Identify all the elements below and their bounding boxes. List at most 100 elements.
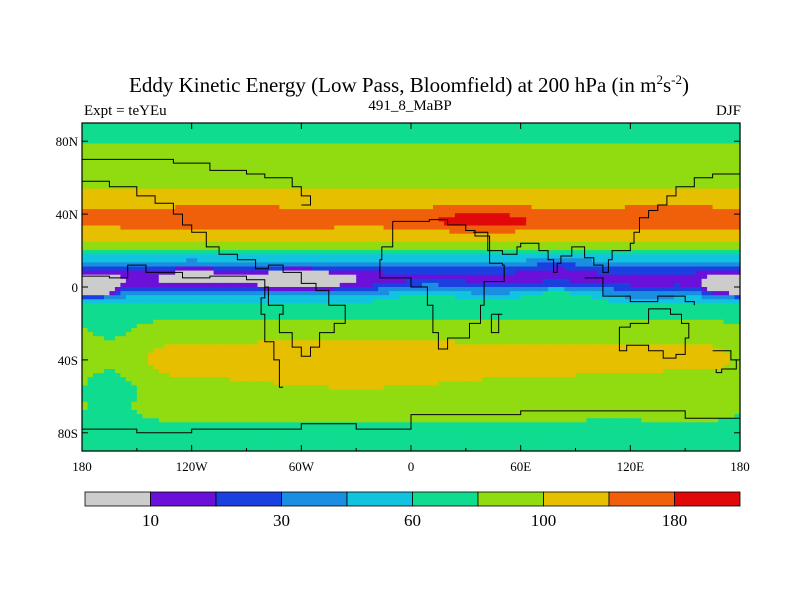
field-cell bbox=[635, 221, 642, 227]
field-cell bbox=[712, 254, 719, 259]
field-cell bbox=[268, 221, 275, 227]
field-cell bbox=[378, 217, 385, 222]
field-cell bbox=[526, 139, 533, 145]
field-cell bbox=[619, 127, 626, 132]
field-cell bbox=[290, 291, 297, 296]
field-cell bbox=[120, 282, 127, 288]
field-cell bbox=[136, 200, 143, 206]
field-cell bbox=[92, 131, 100, 136]
field-cell bbox=[635, 205, 642, 210]
field-cell bbox=[356, 184, 363, 190]
field-cell bbox=[652, 164, 659, 169]
field-cell bbox=[372, 241, 379, 247]
field-cell bbox=[504, 131, 511, 136]
field-cell bbox=[191, 159, 198, 165]
field-cell bbox=[98, 176, 105, 181]
field-cell bbox=[273, 237, 280, 243]
field-cell bbox=[630, 123, 637, 128]
field-cell bbox=[701, 241, 708, 247]
field-cell bbox=[597, 237, 604, 243]
field-cell bbox=[482, 143, 489, 149]
field-cell bbox=[438, 176, 445, 181]
field-cell bbox=[471, 172, 478, 177]
field-cell bbox=[696, 143, 703, 149]
field-cell bbox=[427, 147, 434, 153]
field-cell bbox=[597, 209, 604, 214]
field-cell bbox=[707, 287, 714, 292]
field-cell bbox=[361, 143, 368, 149]
field-cell bbox=[109, 262, 116, 268]
field-cell bbox=[114, 209, 121, 214]
field-cell bbox=[372, 237, 379, 243]
field-cell bbox=[158, 237, 165, 243]
field-cell bbox=[191, 147, 198, 153]
field-cell bbox=[246, 258, 253, 263]
field-cell bbox=[591, 258, 599, 263]
field-cell bbox=[679, 266, 686, 272]
field-cell bbox=[92, 176, 100, 181]
field-cell bbox=[454, 209, 461, 214]
field-cell bbox=[103, 192, 111, 198]
field-cell bbox=[219, 282, 226, 288]
field-cell bbox=[471, 164, 478, 169]
field-cell bbox=[597, 233, 604, 239]
field-cell bbox=[723, 192, 730, 198]
field-cell bbox=[224, 147, 231, 153]
field-cell bbox=[597, 188, 604, 194]
field-cell bbox=[230, 237, 237, 243]
field-cell bbox=[613, 127, 620, 132]
field-cell bbox=[235, 205, 242, 210]
field-cell bbox=[208, 192, 215, 198]
field-cell bbox=[246, 131, 253, 136]
field-cell bbox=[542, 135, 549, 140]
field-cell bbox=[707, 200, 714, 206]
field-cell bbox=[690, 229, 697, 235]
field-cell bbox=[591, 172, 599, 177]
field-cell bbox=[734, 159, 741, 165]
field-cell bbox=[498, 188, 505, 194]
field-cell bbox=[147, 270, 154, 276]
field-cell bbox=[208, 237, 215, 243]
field-cell bbox=[652, 250, 659, 255]
field-cell bbox=[427, 241, 434, 247]
field-cell bbox=[394, 176, 401, 181]
field-cell bbox=[169, 188, 176, 194]
field-cell bbox=[103, 131, 111, 136]
field-cell bbox=[432, 278, 440, 284]
field-cell bbox=[290, 237, 297, 243]
field-cell bbox=[619, 205, 626, 210]
field-cell bbox=[142, 139, 149, 145]
field-cell bbox=[718, 241, 725, 247]
field-cell bbox=[657, 274, 664, 280]
field-cell bbox=[125, 176, 132, 181]
field-cell bbox=[82, 131, 89, 136]
field-cell bbox=[674, 254, 681, 259]
field-cell bbox=[646, 127, 653, 132]
field-cell bbox=[674, 221, 681, 227]
field-cell bbox=[619, 131, 626, 136]
field-cell bbox=[125, 266, 132, 272]
field-cell bbox=[635, 225, 642, 231]
field-cell bbox=[389, 221, 396, 227]
field-cell bbox=[542, 266, 549, 272]
field-cell bbox=[559, 250, 566, 255]
field-cell bbox=[580, 143, 588, 149]
field-cell bbox=[701, 209, 708, 214]
field-cell bbox=[657, 147, 664, 153]
field-cell bbox=[559, 196, 566, 202]
field-cell bbox=[641, 135, 648, 140]
field-cell bbox=[641, 168, 648, 173]
field-cell bbox=[657, 192, 664, 198]
field-cell bbox=[169, 217, 176, 222]
field-cell bbox=[241, 233, 248, 239]
field-cell bbox=[421, 250, 429, 255]
field-cell bbox=[531, 250, 538, 255]
field-cell bbox=[317, 192, 324, 198]
field-cell bbox=[657, 172, 664, 177]
field-cell bbox=[652, 135, 659, 140]
field-cell bbox=[273, 241, 280, 247]
field-cell bbox=[564, 168, 571, 173]
field-cell bbox=[372, 155, 379, 161]
field-cell bbox=[295, 278, 302, 284]
field-cell bbox=[416, 229, 423, 235]
